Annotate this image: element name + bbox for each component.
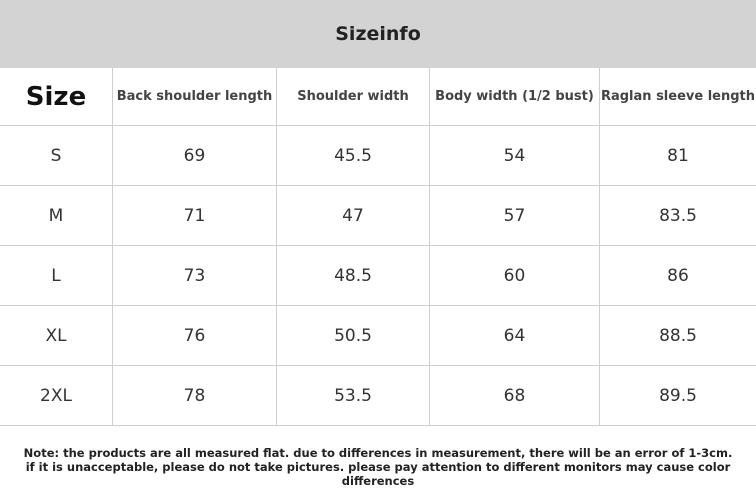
measure-cell: 45.5	[277, 126, 430, 185]
measure-cell: 50.5	[277, 306, 430, 365]
table-row: S 69 45.5 54 81	[0, 126, 756, 186]
measure-cell: 83.5	[659, 205, 697, 226]
table-row: 2XL 78 53.5 68 89.5	[0, 366, 756, 426]
title: Sizeinfo	[335, 23, 421, 45]
size-cell: 2XL	[0, 366, 113, 425]
table-row: L 73 48.5 60 86	[0, 246, 756, 306]
column-header: Body width (1/2 bust)	[430, 68, 600, 125]
size-cell: L	[0, 246, 113, 305]
column-header: Back shoulder length	[113, 68, 277, 125]
table-row: M 71 47 57 83.5	[0, 186, 756, 246]
measure-cell: 78	[113, 366, 277, 425]
measure-cell: 73	[113, 246, 277, 305]
measure-cell: 86	[667, 265, 689, 286]
measure-cell: 53.5	[277, 366, 430, 425]
measure-cell: 47	[277, 186, 430, 245]
size-cell: S	[0, 126, 113, 185]
measure-cell: 81	[667, 145, 689, 166]
column-header: Raglan sleeve length	[600, 89, 756, 104]
header-row: Size Back shoulder length Shoulder width Bo…	[0, 68, 756, 126]
measure-cell: 60	[430, 246, 600, 305]
title-bar: Sizeinfo	[0, 0, 756, 68]
size-cell: XL	[0, 306, 113, 365]
table-row: XL 76 50.5 64 88.5	[0, 306, 756, 366]
measure-cell: 76	[113, 306, 277, 365]
size-cell: M	[0, 186, 113, 245]
measure-cell: 71	[113, 186, 277, 245]
measure-cell: 57	[430, 186, 600, 245]
measure-cell: 89.5	[659, 385, 697, 406]
note: Note: the products are all measured flat…	[23, 446, 733, 488]
measure-cell: 48.5	[277, 246, 430, 305]
column-header: Shoulder width	[277, 68, 430, 125]
size-table: Size Back shoulder length Shoulder width Bo…	[0, 68, 756, 426]
measure-cell: 54	[430, 126, 600, 185]
column-header: Size	[0, 68, 113, 125]
measure-cell: 88.5	[659, 325, 697, 346]
measure-cell: 68	[430, 366, 600, 425]
measure-cell: 69	[113, 126, 277, 185]
measure-cell: 64	[430, 306, 600, 365]
